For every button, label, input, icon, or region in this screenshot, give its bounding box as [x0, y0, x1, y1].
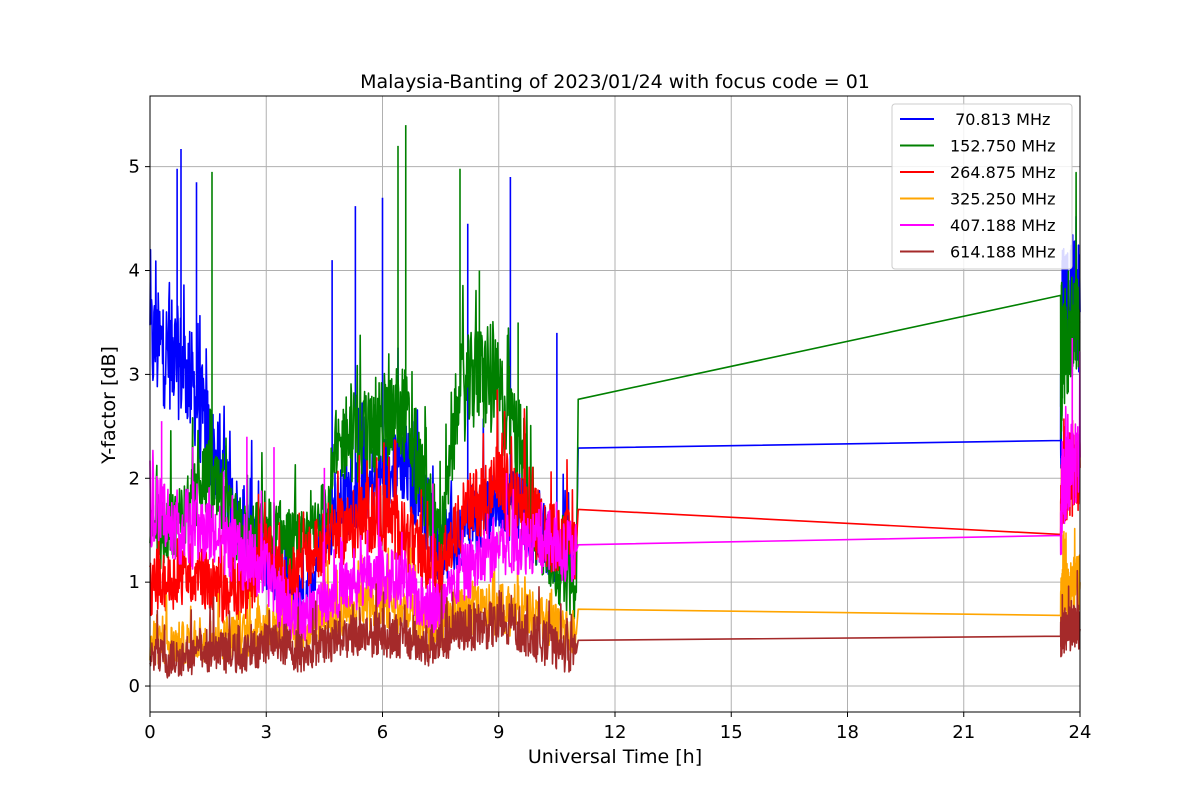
series-line	[149, 350, 1081, 643]
legend-label: 264.875 MHz	[950, 163, 1055, 182]
legend-label: 152.750 MHz	[950, 137, 1055, 156]
legend: 70.813 MHz 152.750 MHz 264.875 MHz 325.250 …	[891, 103, 1073, 270]
legend-label: 325.250 MHz	[950, 190, 1055, 209]
legend-label: 407.188 MHz	[950, 216, 1055, 235]
legend-label: 70.813 MHz	[950, 110, 1050, 129]
legend-box	[891, 103, 1073, 270]
x-axis-ticks: 0 3 6 9 12 15 18 21 24	[144, 712, 1091, 743]
y-tick-label: 5	[129, 157, 140, 178]
x-tick-label: 3	[261, 722, 272, 743]
y-axis-ticks: 0 1 2 3 4 5	[129, 157, 150, 697]
x-tick-label: 21	[952, 722, 975, 743]
y-tick-label: 3	[129, 364, 140, 385]
x-tick-label: 9	[493, 722, 504, 743]
y-tick-label: 1	[129, 572, 140, 593]
legend-label: 614.188 MHz	[950, 243, 1055, 262]
x-tick-label: 15	[720, 722, 743, 743]
x-axis-label: Universal Time [h]	[528, 746, 702, 768]
series-line	[149, 569, 1081, 679]
grid	[149, 96, 1081, 712]
plot-series	[149, 125, 1081, 679]
y-tick-label: 2	[129, 468, 140, 489]
x-tick-label: 24	[1069, 722, 1092, 743]
series-4	[149, 338, 1081, 643]
y-axis-label: Y-factor [dB]	[98, 346, 120, 465]
x-tick-label: 12	[604, 722, 627, 743]
y-tick-label: 0	[129, 676, 140, 697]
y-tick-label: 4	[129, 261, 140, 282]
x-tick-label: 18	[836, 722, 859, 743]
x-tick-label: 0	[144, 722, 155, 743]
chart-title: Malaysia-Banting of 2023/01/24 with focu…	[360, 71, 870, 93]
x-tick-label: 6	[377, 722, 388, 743]
series-5	[149, 569, 1081, 679]
